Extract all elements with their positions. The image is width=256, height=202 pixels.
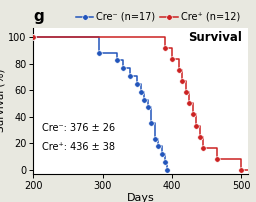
Text: Cre⁺: 436 ± 38: Cre⁺: 436 ± 38 <box>42 142 115 152</box>
Text: g: g <box>33 9 44 24</box>
Legend: Cre⁻ (n=17), Cre⁺ (n=12): Cre⁻ (n=17), Cre⁺ (n=12) <box>72 8 244 26</box>
Text: Cre⁻: 376 ± 26: Cre⁻: 376 ± 26 <box>42 123 115 133</box>
X-axis label: Days: Days <box>127 194 155 202</box>
Text: Survival: Survival <box>188 31 242 44</box>
Y-axis label: Survival (%): Survival (%) <box>0 69 5 133</box>
